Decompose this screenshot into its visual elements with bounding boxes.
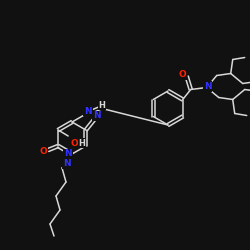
Text: N: N (64, 150, 72, 158)
Text: N: N (63, 160, 71, 168)
Text: O: O (71, 140, 79, 148)
Text: N: N (93, 112, 101, 120)
Text: N: N (204, 82, 212, 91)
Text: H: H (78, 138, 85, 147)
Text: N: N (84, 106, 92, 116)
Text: O: O (39, 148, 47, 156)
Text: H: H (98, 100, 105, 110)
Text: O: O (179, 70, 186, 79)
